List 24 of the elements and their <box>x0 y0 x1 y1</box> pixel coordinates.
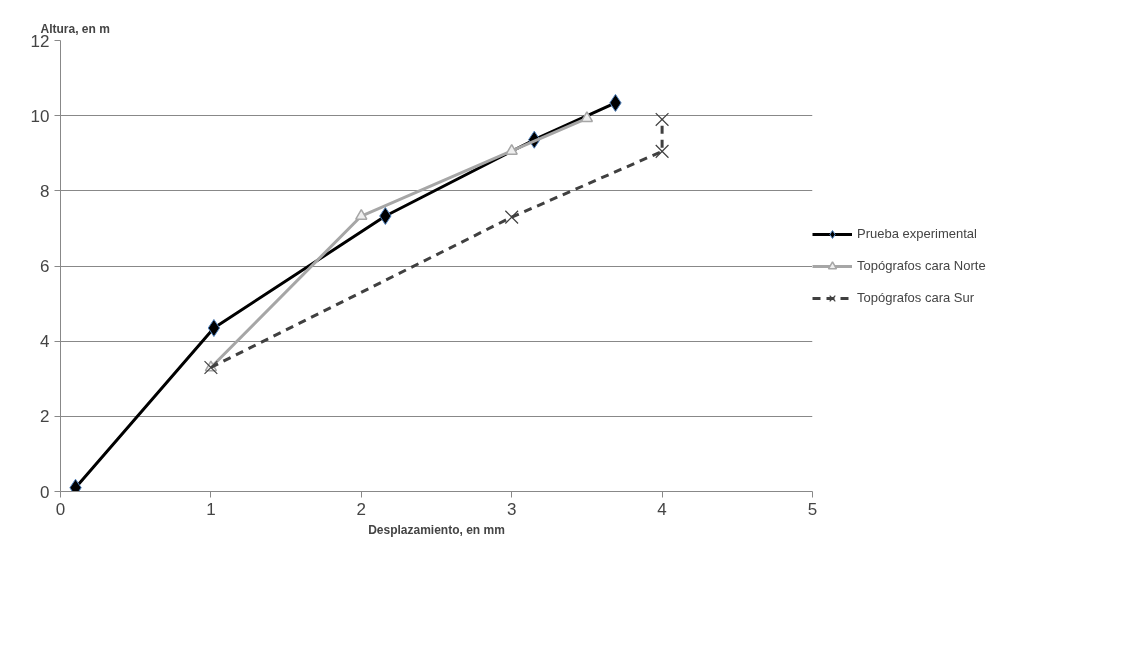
y-tick-label: 6 <box>40 257 50 276</box>
y-tick-label: 0 <box>40 482 50 502</box>
y-tick-label: 4 <box>40 332 50 352</box>
point <box>655 144 670 159</box>
point <box>655 112 670 127</box>
point <box>207 319 221 338</box>
y-tick-label: 2 <box>40 407 50 427</box>
y-tick-label: 10 <box>30 106 50 126</box>
x-tick-label: 4 <box>657 499 667 519</box>
legend-label: Prueba experimental <box>857 226 977 241</box>
x-tick-label: 1 <box>206 499 216 519</box>
legend-label: Topógrafos cara Sur <box>857 290 975 305</box>
point <box>505 143 518 155</box>
legend-label: Topógrafos cara Norte <box>857 258 986 273</box>
x-tick-label: 2 <box>356 499 367 519</box>
x-tick-label: 0 <box>55 499 66 519</box>
x-tick-label: 5 <box>807 499 818 519</box>
point <box>504 210 519 225</box>
y-tick-label: 8 <box>40 181 50 201</box>
y-axis-title: Altura, en m <box>40 21 110 36</box>
x-axis-title: Desplazamiento, en mm <box>368 522 505 537</box>
x-tick-label: 3 <box>506 499 517 519</box>
point <box>355 208 368 220</box>
point <box>580 111 594 123</box>
